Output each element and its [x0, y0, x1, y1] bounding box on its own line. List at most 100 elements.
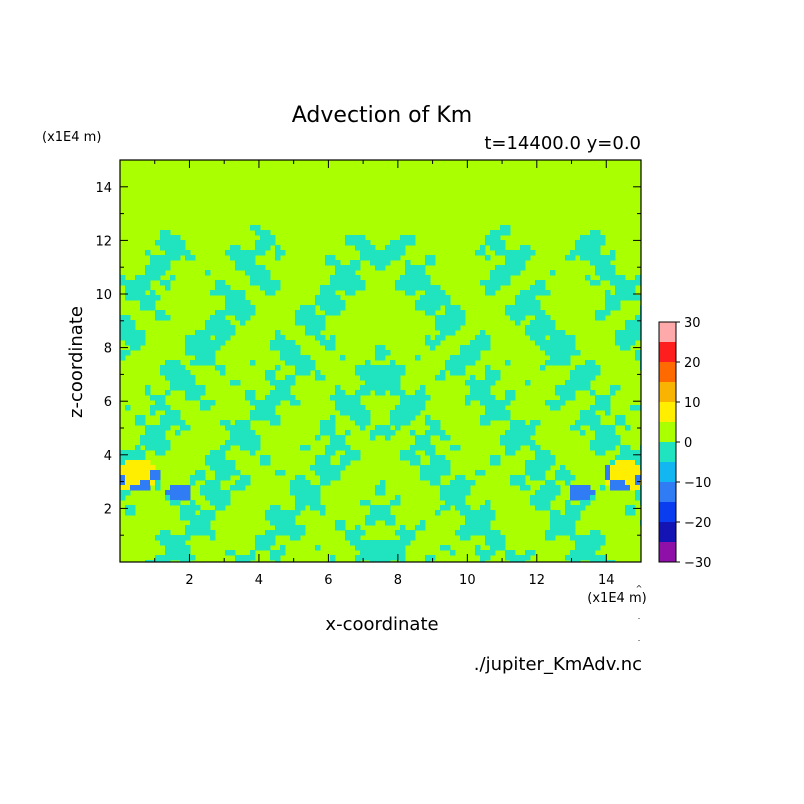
contour-cell [510, 560, 516, 562]
contour-cell [540, 340, 546, 346]
contour-cell [210, 290, 216, 296]
contour-cell [325, 430, 331, 436]
contour-cell [570, 495, 576, 501]
contour-cell [325, 480, 331, 486]
contour-cell [575, 380, 581, 386]
contour-cell [535, 285, 541, 291]
contour-cell [210, 465, 216, 471]
contour-cell [185, 510, 191, 516]
colorbar-swatch [659, 402, 676, 422]
contour-cell [585, 545, 591, 551]
contour-cell [395, 405, 401, 411]
contour-cell [550, 325, 556, 331]
contour-cell [375, 425, 381, 431]
contour-cell [205, 355, 211, 361]
contour-cell [230, 295, 236, 301]
contour-cell [390, 360, 396, 366]
contour-cell [430, 255, 436, 261]
contour-cell [605, 465, 611, 471]
contour-cell [390, 375, 396, 381]
contour-cell [405, 415, 411, 421]
contour-cell [610, 300, 616, 306]
contour-cell [600, 235, 606, 241]
contour-cell [420, 285, 426, 291]
contour-cell [220, 330, 226, 336]
contour-cell [125, 405, 131, 411]
contour-cell [190, 515, 196, 521]
contour-cell [175, 370, 181, 376]
contour-cell [255, 265, 261, 271]
contour-cell [390, 410, 396, 416]
contour-cell [245, 440, 251, 446]
contour-cell [565, 350, 571, 356]
contour-cell [400, 555, 406, 561]
contour-cell [425, 445, 431, 451]
contour-cell [400, 250, 406, 256]
contour-cell [120, 460, 126, 466]
contour-cell [595, 370, 601, 376]
contour-cell [585, 535, 591, 541]
contour-cell [300, 315, 306, 321]
contour-cell [255, 275, 261, 281]
contour-cell [375, 505, 381, 511]
contour-cell [425, 560, 431, 562]
contour-cell [525, 425, 531, 431]
contour-cell [510, 390, 516, 396]
contour-cell [525, 330, 531, 336]
contour-cell [490, 375, 496, 381]
contour-cell [350, 530, 356, 536]
contour-cell [220, 420, 226, 426]
contour-cell [190, 375, 196, 381]
contour-cell [365, 500, 371, 506]
contour-cell [525, 300, 531, 306]
contour-cell [535, 475, 541, 481]
contour-cell [615, 305, 621, 311]
contour-cell [410, 460, 416, 466]
contour-cell [290, 345, 296, 351]
contour-cell [450, 330, 456, 336]
contour-cell [470, 395, 476, 401]
contour-cell [515, 425, 521, 431]
contour-cell [445, 485, 451, 491]
contour-cell [260, 245, 266, 251]
contour-cell [125, 460, 131, 466]
contour-cell [590, 260, 596, 266]
contour-cell [235, 245, 241, 251]
contour-cell [250, 265, 256, 271]
contour-cell [590, 410, 596, 416]
contour-cell [490, 455, 496, 461]
contour-cell [445, 305, 451, 311]
contour-cell [490, 415, 496, 421]
contour-cell [350, 285, 356, 291]
contour-cell [525, 555, 531, 561]
contour-cell [195, 525, 201, 531]
contour-cell [355, 545, 361, 551]
contour-cell [130, 345, 136, 351]
contour-cell [355, 525, 361, 531]
contour-cell [195, 520, 201, 526]
contour-cell [480, 550, 486, 556]
contour-cell [390, 520, 396, 526]
contour-cell [550, 480, 556, 486]
contour-cell [245, 390, 251, 396]
contour-cell [380, 260, 386, 266]
contour-cell [485, 290, 491, 296]
contour-cell [605, 425, 611, 431]
contour-cell [145, 425, 151, 431]
contour-cell [290, 355, 296, 361]
contour-cell [305, 325, 311, 331]
contour-cell [560, 390, 566, 396]
contour-cell [180, 555, 186, 561]
colorbar-tick-label: 20 [684, 356, 701, 371]
contour-cell [355, 540, 361, 546]
contour-cell [260, 540, 266, 546]
contour-cell [510, 305, 516, 311]
contour-cell [165, 530, 171, 536]
contour-cell [160, 245, 166, 251]
contour-cell [400, 545, 406, 551]
contour-cell [240, 265, 246, 271]
contour-cell [600, 485, 606, 491]
contour-cell [555, 530, 561, 536]
contour-cell [340, 355, 346, 361]
contour-cell [185, 350, 191, 356]
